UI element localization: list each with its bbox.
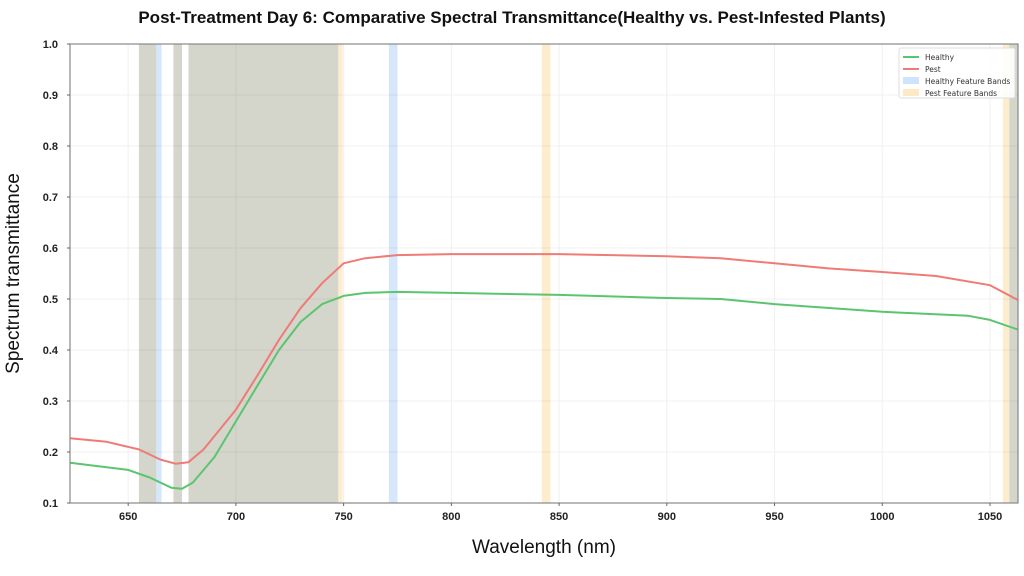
series-line-pest bbox=[69, 253, 1019, 465]
legend-label: Pest Feature Bands bbox=[925, 89, 997, 98]
x-tick-label: 900 bbox=[658, 511, 676, 523]
legend-swatch bbox=[903, 89, 919, 96]
legend-label: Healthy Feature Bands bbox=[925, 77, 1010, 86]
x-tick-label: 1050 bbox=[978, 511, 1002, 523]
y-tick-label: 0.9 bbox=[43, 90, 58, 102]
x-tick-label: 850 bbox=[550, 511, 568, 523]
y-tick-label: 0.3 bbox=[43, 396, 58, 408]
y-tick-label: 0.4 bbox=[43, 345, 59, 357]
feature-band bbox=[388, 44, 398, 503]
feature-band bbox=[173, 44, 183, 503]
feature-band bbox=[541, 44, 551, 503]
legend-label: Pest bbox=[925, 65, 941, 74]
x-tick-label: 650 bbox=[119, 511, 137, 523]
y-tick-label: 0.8 bbox=[43, 141, 58, 153]
x-axis-label: Wavelength (nm) bbox=[472, 537, 616, 558]
y-axis-label: Spectrum transmittance bbox=[3, 173, 24, 374]
legend: Healthy Pest Healthy Feature Bands Pest Fea… bbox=[898, 47, 1016, 99]
y-tick-label: 1.0 bbox=[43, 39, 58, 51]
y-tick-label: 0.7 bbox=[43, 192, 58, 204]
legend-label: Healthy bbox=[925, 53, 955, 62]
x-tick-label: 750 bbox=[334, 511, 352, 523]
y-tick-label: 0.1 bbox=[43, 498, 58, 510]
x-tick-label: 1000 bbox=[870, 511, 894, 523]
x-tick-label: 700 bbox=[227, 511, 245, 523]
series-line-healthy bbox=[69, 290, 1019, 490]
feature-band bbox=[188, 44, 343, 503]
feature-band bbox=[1002, 44, 1018, 503]
y-tick-label: 0.2 bbox=[43, 447, 58, 459]
y-tick-label: 0.5 bbox=[43, 294, 58, 306]
feature-band bbox=[138, 44, 157, 503]
plot-frame bbox=[69, 43, 1019, 504]
chart-title: Post-Treatment Day 6: Comparative Spectr… bbox=[138, 8, 886, 27]
y-tick-label: 0.6 bbox=[43, 243, 58, 255]
x-tick-label: 950 bbox=[765, 511, 783, 523]
x-tick-label: 800 bbox=[442, 511, 460, 523]
legend-box bbox=[898, 47, 1016, 99]
legend-swatch bbox=[903, 77, 919, 84]
